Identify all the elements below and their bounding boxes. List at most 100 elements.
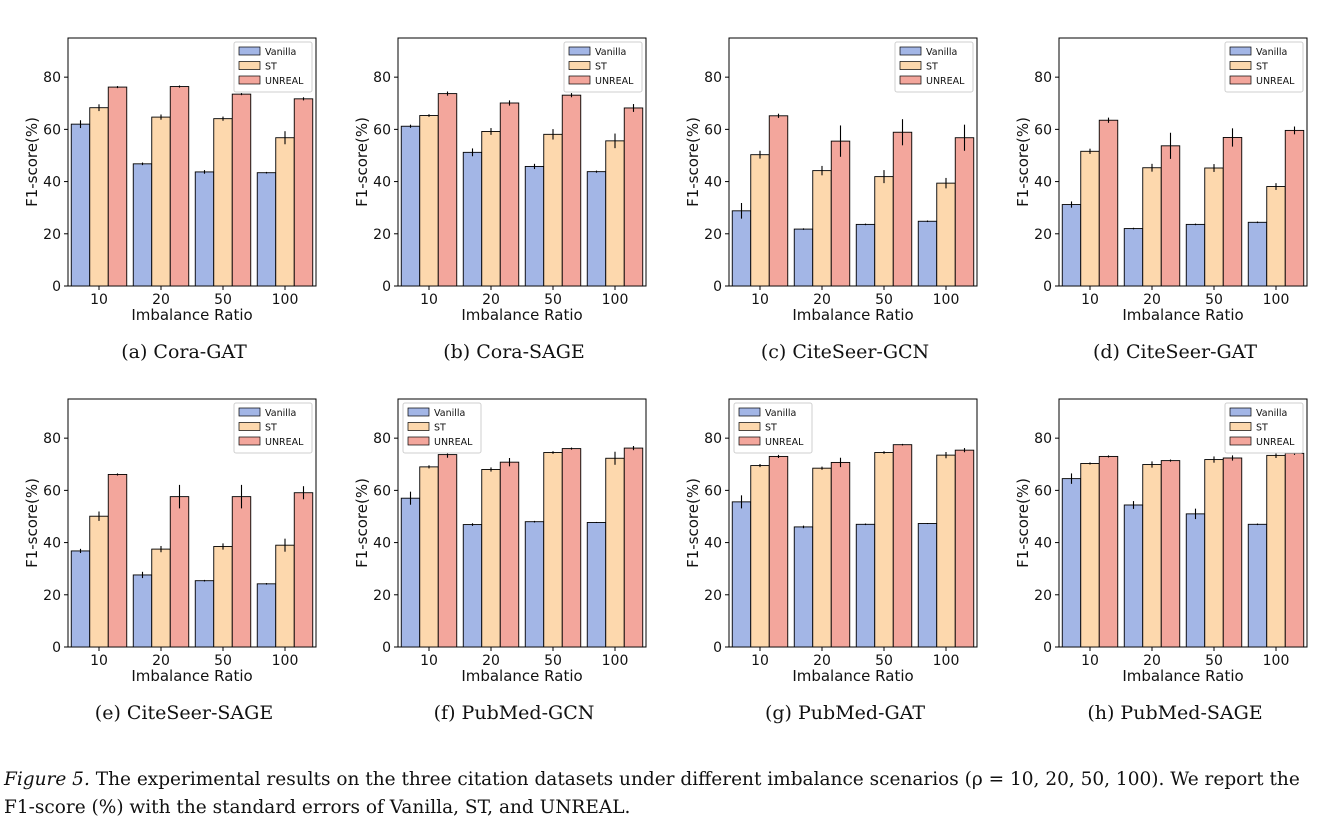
legend-label: ST	[595, 62, 607, 73]
legend-label: UNREAL	[765, 437, 804, 448]
y-tick-label: 0	[52, 640, 61, 656]
bar	[256, 172, 277, 287]
bar	[213, 118, 233, 287]
legend-label: Vanilla	[926, 47, 957, 58]
legend-swatch	[1229, 422, 1252, 431]
legend-label: Vanilla	[595, 47, 626, 58]
legend: Vanilla ST UNREAL	[894, 41, 974, 93]
plot-frame	[397, 37, 647, 287]
y-tick-label: 20	[704, 227, 722, 243]
bar	[1247, 221, 1268, 287]
bar	[1185, 223, 1206, 287]
bar	[293, 98, 314, 287]
bar	[874, 176, 894, 287]
legend-label: Vanilla	[265, 47, 296, 58]
x-tick-label: 50	[214, 292, 232, 308]
bar	[107, 473, 128, 648]
legend-label: Vanilla	[434, 408, 465, 419]
y-tick-label: 80	[704, 431, 722, 447]
bar	[1204, 167, 1224, 287]
y-tick-label: 20	[43, 588, 61, 604]
bar	[586, 522, 607, 648]
y-tick-label: 20	[1034, 227, 1052, 243]
y-tick-label: 40	[43, 536, 61, 552]
bar	[750, 154, 770, 287]
y-tick-label: 60	[1034, 483, 1052, 499]
subplot-caption: (e) CiteSeer-SAGE	[94, 702, 274, 724]
plot-frame	[67, 37, 317, 287]
legend-label: UNREAL	[1256, 76, 1295, 87]
y-tick-label: 40	[373, 175, 391, 191]
bar	[481, 131, 501, 287]
legend-label: ST	[265, 423, 277, 434]
y-tick-label: 80	[43, 70, 61, 86]
x-tick-label: 10	[1081, 653, 1099, 669]
bar	[400, 125, 421, 287]
bar	[1266, 186, 1286, 287]
legend-swatch	[407, 436, 430, 446]
bar	[936, 182, 956, 287]
y-tick-label: 20	[1034, 588, 1052, 604]
x-tick-label: 100	[933, 292, 960, 308]
bar	[954, 449, 975, 648]
legend-swatch	[238, 46, 261, 56]
bar	[132, 163, 153, 287]
bar	[1284, 452, 1305, 648]
bar	[419, 115, 439, 287]
legend-label: Vanilla	[265, 408, 296, 419]
bar	[499, 102, 520, 287]
y-tick-label: 0	[382, 640, 391, 656]
bar	[107, 86, 128, 287]
x-tick-label: 20	[482, 653, 500, 669]
chart-panel: 0 20 40 60 80 F1-score(%) 10 20 50 100 Imbalance R…	[23, 37, 317, 324]
bar	[768, 115, 789, 287]
x-tick-label: 100	[1263, 653, 1290, 669]
bar	[1266, 454, 1286, 648]
legend-label: UNREAL	[265, 76, 304, 87]
legend-swatch	[407, 422, 430, 431]
y-tick-label: 20	[373, 227, 391, 243]
bar	[855, 523, 876, 648]
bar	[892, 131, 913, 287]
subplot-caption: (d) CiteSeer-GAT	[1092, 341, 1258, 363]
y-tick-label: 60	[704, 122, 722, 138]
bar	[605, 140, 625, 287]
y-tick-label: 60	[704, 483, 722, 499]
figure-caption-text: The experimental results on the three ci…	[4, 769, 1300, 818]
legend-label: ST	[926, 62, 938, 73]
bar	[1142, 464, 1162, 648]
bar	[481, 469, 501, 648]
bar	[874, 452, 894, 648]
bar	[543, 133, 563, 287]
y-tick-label: 0	[1043, 279, 1052, 295]
bar	[462, 524, 483, 648]
bar	[892, 444, 913, 648]
y-tick-label: 20	[373, 588, 391, 604]
y-tick-label: 60	[43, 122, 61, 138]
bar	[954, 137, 975, 287]
x-tick-label: 50	[1205, 653, 1223, 669]
legend: Vanilla ST UNREAL	[1224, 41, 1304, 93]
bar	[275, 137, 295, 287]
legend-label: ST	[434, 423, 446, 434]
bar	[623, 447, 644, 648]
x-tick-label: 100	[602, 653, 629, 669]
bar	[543, 452, 563, 648]
plot-frame	[728, 398, 978, 648]
bar	[524, 165, 545, 287]
legend-label: ST	[265, 62, 277, 73]
bar	[70, 123, 91, 287]
y-tick-label: 0	[713, 640, 722, 656]
legend-label: Vanilla	[765, 408, 796, 419]
subplot-caption: (a) Cora-GAT	[121, 341, 247, 363]
legend-label: UNREAL	[434, 437, 473, 448]
legend-swatch	[899, 75, 922, 85]
x-axis-label: Imbalance Ratio	[461, 306, 582, 324]
subplot-caption: (h) PubMed-SAGE	[1087, 702, 1263, 724]
y-tick-label: 40	[704, 536, 722, 552]
x-axis-label: Imbalance Ratio	[131, 306, 252, 324]
legend-label: UNREAL	[926, 76, 965, 87]
bar	[1080, 150, 1100, 287]
legend: Vanilla ST UNREAL	[563, 41, 643, 93]
x-axis-label: Imbalance Ratio	[1122, 667, 1243, 685]
